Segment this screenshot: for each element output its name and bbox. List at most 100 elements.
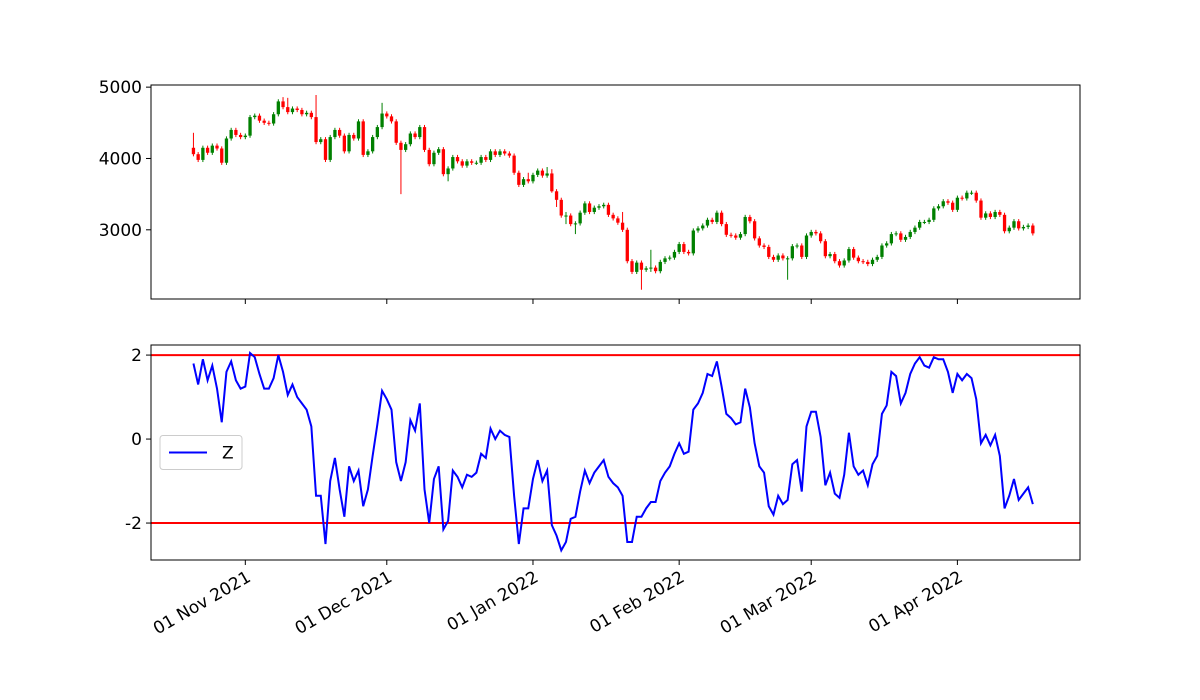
candle-body	[833, 254, 837, 262]
candle-body	[267, 122, 271, 124]
candle-body	[1021, 226, 1026, 229]
candle-body	[885, 243, 889, 246]
candle-body	[300, 109, 304, 115]
candle-body	[507, 153, 512, 156]
candle-body	[781, 255, 785, 259]
candle-body	[752, 221, 757, 239]
candle-body	[1002, 214, 1007, 232]
plot-area	[151, 350, 1080, 553]
candle-body	[432, 152, 436, 165]
candle-body	[304, 112, 309, 115]
candle-body	[771, 256, 776, 260]
candle-body	[710, 219, 714, 222]
candle-body	[488, 151, 493, 160]
candle-body	[342, 135, 346, 152]
candle-body	[635, 262, 639, 272]
candle-body	[875, 256, 879, 260]
y-tick-label: 3000	[99, 221, 142, 241]
candle-body	[385, 113, 389, 117]
candle-body	[503, 151, 507, 154]
axes-frame	[150, 344, 1081, 561]
candle-body	[479, 157, 483, 163]
candle-body	[668, 257, 672, 259]
candle-body	[842, 260, 846, 266]
candle-body	[993, 211, 997, 217]
candle-body	[866, 261, 870, 265]
candle-body	[672, 251, 677, 258]
candle-body	[446, 168, 450, 175]
candle-body	[437, 149, 441, 153]
candle-body	[814, 231, 818, 234]
candle-body	[215, 145, 219, 149]
candle-body	[587, 203, 592, 212]
candle-body	[536, 170, 540, 175]
candle-body	[569, 215, 573, 225]
candle-body	[361, 121, 365, 155]
candle-body	[729, 234, 733, 236]
candle-body	[804, 235, 809, 257]
candle-body	[851, 249, 856, 258]
candle-body	[309, 112, 313, 118]
candle-body	[828, 254, 832, 257]
candle-body	[818, 233, 823, 242]
candle-body	[969, 192, 974, 194]
candle-body	[493, 151, 497, 155]
candle-body	[356, 121, 361, 139]
candle-body	[894, 233, 898, 235]
candle-body	[205, 147, 210, 153]
candle-body	[531, 174, 535, 182]
candle-body	[257, 115, 262, 121]
candle-body	[837, 261, 842, 266]
candle-body	[913, 227, 917, 232]
candle-body	[234, 129, 238, 135]
candle-body	[319, 139, 323, 143]
y-tick-label: 5000	[99, 78, 142, 98]
candle-body	[229, 129, 233, 139]
candle-body	[418, 127, 422, 138]
candle-body	[998, 211, 1002, 215]
candle-body	[776, 255, 780, 260]
candle-body	[352, 134, 356, 139]
candle-body	[856, 257, 861, 262]
candle-body	[663, 258, 667, 262]
candle-body	[455, 157, 460, 162]
candle-body	[210, 145, 214, 153]
candle-body	[762, 245, 766, 247]
candle-body	[441, 149, 446, 175]
z-line	[192, 350, 1034, 553]
candle-body	[220, 148, 224, 163]
candle-body	[988, 213, 993, 217]
candle-body	[974, 192, 978, 201]
candle-body	[498, 151, 502, 155]
candle-body	[616, 218, 620, 223]
candle-body	[649, 267, 653, 269]
candle-body	[691, 230, 695, 254]
candle-body	[899, 233, 903, 240]
candle-body	[889, 234, 894, 244]
candle-body	[823, 241, 828, 257]
candle-body	[630, 261, 634, 272]
candle-body	[677, 244, 681, 252]
candle-body	[686, 251, 691, 254]
candle-body	[936, 206, 941, 209]
candle-body	[403, 144, 408, 150]
y-tick-label: 2	[131, 346, 142, 366]
candle-body	[908, 231, 912, 237]
candle-body	[738, 234, 743, 238]
candle-body	[545, 173, 549, 176]
candle-body	[705, 219, 710, 226]
candle-body	[253, 115, 257, 118]
candle-body	[295, 108, 299, 110]
candle-body	[262, 120, 266, 123]
candle-body	[474, 162, 479, 164]
candle-body	[653, 267, 658, 272]
candle-body	[408, 133, 413, 145]
candle-body	[767, 246, 771, 257]
candle-body	[979, 200, 983, 218]
candle-body	[951, 202, 955, 210]
candle-body	[602, 204, 606, 207]
candle-body	[941, 201, 945, 207]
candle-body	[337, 129, 342, 136]
